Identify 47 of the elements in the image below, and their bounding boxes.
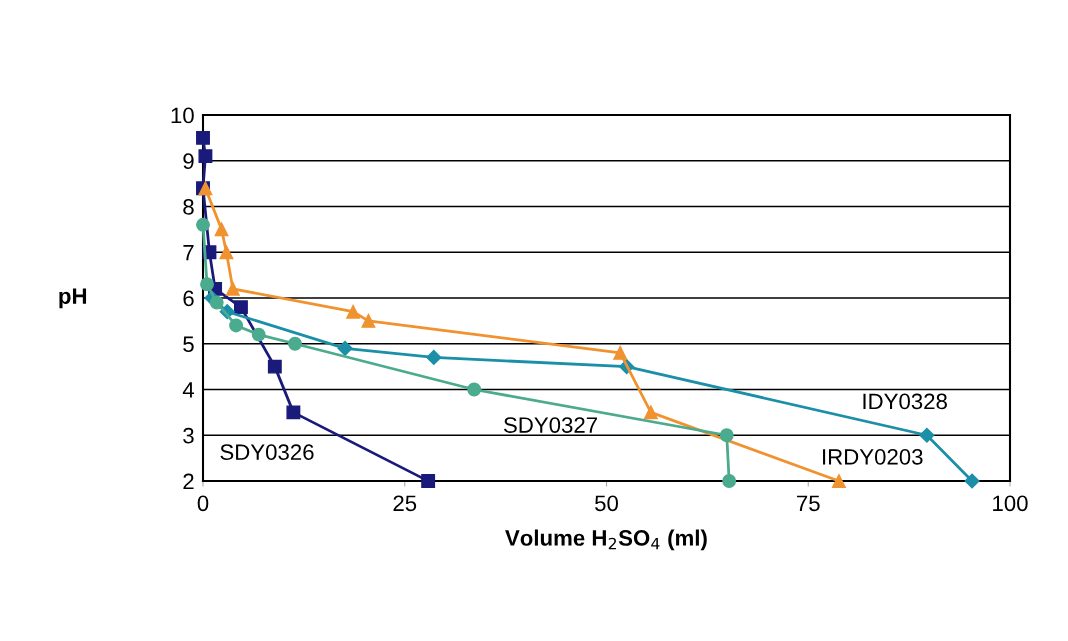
point — [196, 130, 210, 145]
point — [288, 336, 302, 351]
series-label: SDY0327 — [503, 417, 597, 433]
y-tick-label: 8 — [183, 199, 194, 215]
point — [200, 277, 214, 292]
point — [964, 473, 980, 489]
x-tick-label: 100 — [993, 495, 1028, 512]
x-tick-label: 75 — [797, 495, 820, 512]
point — [267, 359, 282, 374]
point — [421, 474, 436, 488]
y-tick-label: 4 — [182, 382, 195, 398]
point — [214, 222, 229, 237]
point — [719, 428, 734, 443]
point — [209, 295, 224, 310]
point — [286, 405, 301, 420]
point — [198, 149, 213, 164]
y-tick-label: 9 — [183, 153, 194, 170]
series-label: IRDY0203 — [823, 449, 923, 465]
y-tick-label: 10 — [171, 107, 194, 124]
point — [225, 281, 240, 296]
point — [229, 318, 244, 333]
y-tick-label: 2 — [183, 473, 194, 490]
point — [467, 382, 482, 397]
x-tick-label: 25 — [393, 495, 417, 512]
point — [346, 304, 361, 319]
point — [831, 474, 846, 488]
point — [722, 474, 737, 488]
y-tick-label: 3 — [183, 427, 194, 444]
y-axis-title: pH — [59, 288, 87, 309]
y-tick-label: 7 — [183, 245, 194, 261]
point — [251, 327, 266, 342]
point — [919, 427, 935, 443]
point — [643, 405, 658, 420]
y-tick-label: 6 — [183, 290, 194, 307]
point — [233, 300, 248, 315]
series-label: SDY0326 — [220, 444, 314, 461]
y-tick-label: 5 — [183, 336, 194, 353]
x-tick-label: 0 — [197, 495, 209, 512]
series-label: IDY0328 — [863, 393, 947, 410]
x-tick-label: 50 — [595, 495, 618, 512]
point — [196, 217, 210, 232]
point — [337, 340, 353, 356]
point — [361, 313, 376, 328]
point — [613, 345, 628, 360]
point — [219, 245, 234, 260]
point — [426, 349, 442, 366]
x-axis-title: Volume H$_{2}$SO$_{4}$ (ml) — [505, 529, 707, 551]
